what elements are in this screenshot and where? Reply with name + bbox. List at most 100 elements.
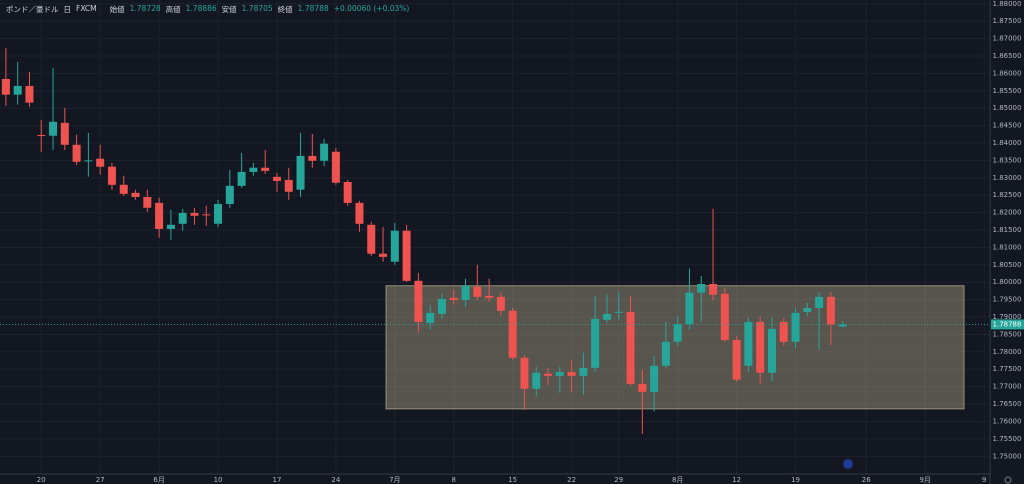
x-tick-label: 12: [732, 476, 741, 484]
candle-body: [661, 341, 670, 366]
interval[interactable]: 日: [63, 5, 72, 14]
y-tick-label: 1.75000: [993, 452, 1022, 460]
candle-body: [214, 203, 223, 224]
candle-body: [720, 293, 729, 341]
candle-body: [791, 312, 800, 342]
x-tick-label: 26: [862, 476, 871, 484]
candle-body: [190, 212, 199, 216]
candle-body: [119, 184, 128, 194]
candle-body: [84, 160, 93, 162]
candle-body: [697, 283, 706, 293]
y-tick-label: 1.76500: [993, 400, 1022, 408]
x-tick-label: 20: [37, 476, 46, 484]
candle-body: [815, 296, 824, 308]
low-value: 1.78705: [241, 4, 273, 13]
x-tick-label: 9: [982, 476, 986, 484]
x-tick-label: 29: [614, 476, 623, 484]
y-tick-label: 1.76000: [993, 417, 1022, 425]
candle-body: [673, 324, 682, 342]
y-tick-label: 1.88000: [993, 0, 1022, 8]
change: +0.00060 (+0.03%): [333, 4, 410, 13]
candle-body: [155, 202, 164, 229]
high-value: 1.78886: [185, 4, 217, 13]
x-tick-label: 22: [567, 476, 576, 484]
settings-icon: [1004, 476, 1012, 484]
y-tick-label: 1.87500: [993, 17, 1022, 25]
candle-body: [496, 296, 505, 311]
x-tick-label: 19: [791, 476, 800, 484]
x-tick-label: 27: [96, 476, 105, 484]
candle-body: [520, 357, 529, 389]
candle-body: [626, 311, 635, 384]
source[interactable]: FXCM: [76, 4, 97, 13]
candle-body: [567, 372, 576, 376]
y-tick-label: 1.83500: [993, 156, 1022, 164]
y-tick-label: 1.81500: [993, 226, 1022, 234]
last-price-label: 1.78788: [993, 320, 1022, 328]
candle-body: [426, 312, 435, 323]
x-tick-label: 8: [452, 476, 456, 484]
candle-body: [602, 313, 611, 320]
candle-body: [685, 292, 694, 325]
candle-body: [107, 166, 116, 185]
high-label: 高値: [165, 5, 181, 14]
candle-body: [544, 373, 553, 376]
y-tick-label: 1.84500: [993, 122, 1022, 130]
candle-body: [826, 296, 835, 325]
last-price-tag: [991, 319, 1024, 330]
candle-body: [579, 367, 588, 376]
candle-body: [331, 151, 340, 183]
candle-body: [131, 192, 140, 197]
candle-body: [650, 365, 659, 392]
candle-body: [473, 286, 482, 297]
candle-body: [355, 202, 364, 224]
candle-body: [261, 167, 270, 171]
candle-body: [1, 79, 10, 95]
candle-body: [591, 318, 600, 368]
low-label: 安値: [221, 5, 237, 14]
candle-body: [272, 176, 281, 181]
y-tick-label: 1.87000: [993, 35, 1022, 43]
candle-body: [767, 328, 776, 373]
y-tick-label: 1.75500: [993, 435, 1022, 443]
candle-body: [414, 280, 423, 322]
candle-body: [320, 143, 329, 161]
candle-body: [284, 179, 293, 192]
candle-body: [638, 383, 647, 392]
y-tick-label: 1.84000: [993, 139, 1022, 147]
x-tick-label: 9月: [919, 476, 930, 484]
candle-body: [72, 144, 81, 162]
x-tick-label: 15: [508, 476, 517, 484]
candle-body: [60, 122, 69, 145]
candle-body: [202, 214, 211, 216]
x-tick-label: 8月: [672, 476, 683, 484]
candle-body: [449, 297, 458, 300]
x-tick-label: 7月: [389, 476, 400, 484]
y-tick-label: 1.83000: [993, 174, 1022, 182]
y-tick-label: 1.79500: [993, 296, 1022, 304]
candle-body: [508, 310, 517, 358]
candle-body: [96, 158, 105, 167]
y-tick-label: 1.79000: [993, 313, 1022, 321]
y-tick-label: 1.78000: [993, 348, 1022, 356]
candle-body: [367, 224, 376, 254]
candle-body: [756, 321, 765, 373]
y-tick-label: 1.85000: [993, 104, 1022, 112]
candle-body: [49, 121, 58, 136]
x-tick-label: 10: [214, 476, 223, 484]
candle-body: [37, 135, 46, 137]
symbol[interactable]: ポンド／豪ドル: [6, 5, 59, 14]
y-tick-label: 1.82500: [993, 191, 1022, 199]
candle-body: [744, 321, 753, 366]
candle-body: [485, 295, 494, 298]
candle-body: [166, 224, 175, 229]
y-tick-label: 1.78500: [993, 330, 1022, 338]
candle-body: [178, 212, 187, 224]
candle-body: [343, 182, 352, 203]
candle-body: [803, 307, 812, 312]
close-label: 終値: [277, 5, 293, 14]
candle-body: [249, 167, 258, 172]
candle-body: [143, 196, 152, 208]
open-label: 始値: [109, 5, 125, 14]
